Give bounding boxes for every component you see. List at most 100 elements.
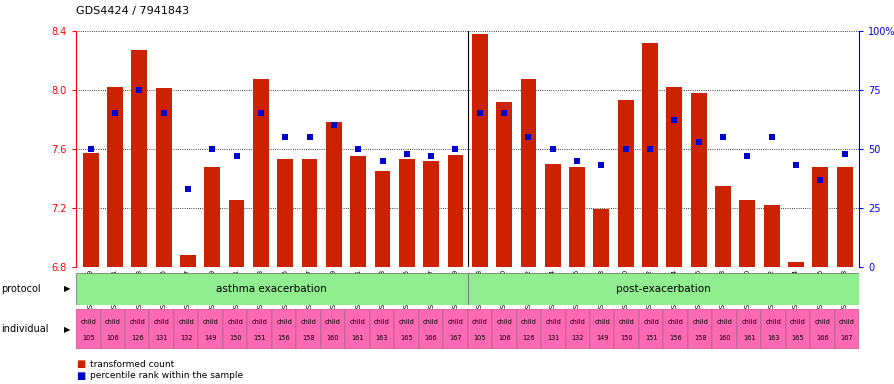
Text: child: child (398, 319, 414, 325)
Point (302, 134, 316, 140)
Text: child: child (423, 319, 438, 325)
Bar (836, 167, 852, 267)
Text: 167: 167 (839, 335, 852, 341)
Text: child: child (838, 319, 854, 325)
Bar (76, 309, 100, 349)
Point (496, 110, 510, 116)
Point (520, 134, 535, 140)
Bar (325, 122, 342, 267)
Text: 105: 105 (82, 335, 95, 341)
Text: 132: 132 (571, 335, 584, 341)
Bar (761, 309, 785, 349)
Text: child: child (350, 319, 365, 325)
Text: 106: 106 (497, 335, 510, 341)
Text: child: child (251, 319, 267, 325)
Text: 149: 149 (595, 335, 608, 341)
Text: child: child (80, 319, 97, 325)
Text: 165: 165 (400, 335, 412, 341)
Bar (247, 309, 272, 349)
Point (400, 151, 414, 157)
Bar (443, 309, 467, 349)
Point (739, 153, 754, 159)
Point (569, 157, 584, 164)
Bar (76, 273, 467, 305)
Text: child: child (374, 319, 390, 325)
Bar (687, 309, 712, 349)
Point (545, 146, 560, 152)
Text: 160: 160 (326, 335, 339, 341)
Bar (714, 186, 730, 267)
Point (132, 87, 147, 93)
Bar (712, 309, 736, 349)
Text: child: child (789, 319, 805, 325)
Bar (125, 309, 149, 349)
Text: 106: 106 (106, 335, 119, 341)
Point (424, 153, 438, 159)
Text: child: child (643, 319, 658, 325)
Bar (541, 309, 565, 349)
Bar (375, 171, 390, 267)
Text: 131: 131 (156, 335, 168, 341)
Text: 161: 161 (350, 335, 363, 341)
Text: 156: 156 (277, 335, 290, 341)
Text: transformed count: transformed count (89, 359, 173, 369)
Bar (229, 200, 244, 267)
Bar (785, 309, 809, 349)
Bar (662, 309, 687, 349)
Text: 132: 132 (180, 335, 192, 341)
Text: child: child (227, 319, 243, 325)
Text: child: child (129, 319, 145, 325)
Bar (467, 273, 858, 305)
Text: child: child (520, 319, 536, 325)
Point (763, 134, 778, 140)
Bar (82, 153, 98, 267)
Text: 163: 163 (766, 335, 779, 341)
Text: 150: 150 (229, 335, 241, 341)
Bar (320, 309, 345, 349)
Bar (617, 100, 633, 267)
Bar (253, 79, 268, 267)
Point (594, 162, 608, 169)
Bar (345, 309, 369, 349)
Bar (131, 50, 147, 267)
Point (83, 146, 97, 152)
Bar (666, 87, 681, 267)
Point (472, 110, 486, 116)
Bar (638, 309, 662, 349)
Point (715, 134, 730, 140)
Bar (156, 88, 172, 267)
Bar (788, 262, 803, 267)
Bar (447, 155, 463, 267)
Text: child: child (105, 319, 121, 325)
Text: asthma exacerbation: asthma exacerbation (216, 284, 327, 294)
Text: child: child (325, 319, 341, 325)
Text: child: child (203, 319, 218, 325)
Text: 149: 149 (204, 335, 216, 341)
Point (375, 157, 389, 164)
Bar (198, 309, 223, 349)
Text: 158: 158 (302, 335, 315, 341)
Text: GDS4424 / 7941843: GDS4424 / 7941843 (76, 6, 189, 16)
Text: 126: 126 (522, 335, 535, 341)
Text: 105: 105 (473, 335, 485, 341)
Bar (763, 205, 779, 267)
Text: ▶: ▶ (64, 325, 71, 334)
Bar (569, 167, 585, 267)
Bar (614, 309, 638, 349)
Text: 126: 126 (131, 335, 143, 341)
Text: 156: 156 (669, 335, 681, 341)
Text: ■: ■ (76, 359, 85, 369)
Point (837, 151, 851, 157)
Point (350, 146, 365, 152)
Point (205, 146, 219, 152)
Point (788, 162, 802, 169)
Bar (149, 309, 173, 349)
Text: protocol: protocol (1, 284, 40, 294)
Bar (107, 87, 122, 267)
Text: child: child (154, 319, 170, 325)
Bar (296, 309, 320, 349)
Text: child: child (618, 319, 634, 325)
Point (618, 146, 632, 152)
Bar (180, 255, 196, 267)
Bar (272, 309, 296, 349)
